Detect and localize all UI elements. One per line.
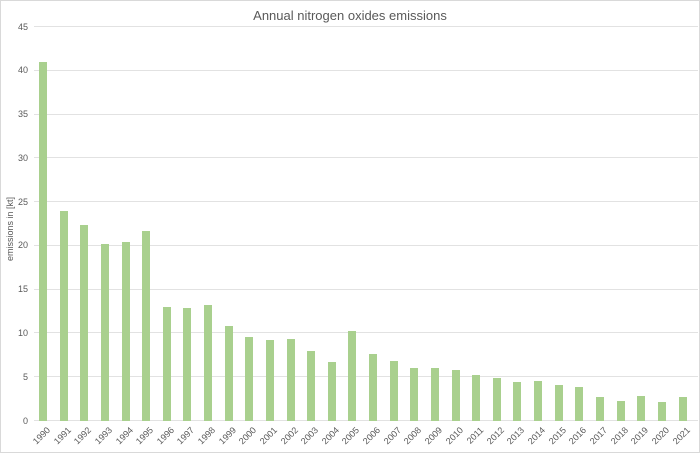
y-tick-label: 40 [17, 65, 28, 76]
x-tick-label: 1996 [154, 425, 176, 447]
x-tick-label: 2019 [629, 425, 651, 447]
bar-1991 [59, 210, 68, 421]
bar-1996 [162, 307, 171, 421]
bar-2000 [245, 336, 254, 421]
bar-2018 [616, 400, 625, 421]
gridline [34, 332, 698, 334]
bar-2007 [389, 361, 398, 421]
bar-2010 [451, 370, 460, 421]
bar-1994 [121, 242, 130, 421]
x-tick-label: 2005 [340, 425, 362, 447]
x-tick-label: 1994 [113, 425, 135, 447]
bar-2009 [430, 368, 439, 421]
y-tick-label: 25 [17, 196, 28, 207]
x-tick-label: 2020 [649, 425, 671, 447]
bar-2021 [678, 397, 687, 421]
gridline [34, 113, 698, 115]
x-tick-label: 2021 [670, 425, 692, 447]
bar-2004 [327, 362, 336, 421]
bar-1997 [183, 308, 192, 421]
gridline [34, 244, 698, 246]
y-tick-label: 35 [17, 109, 28, 120]
bar-2014 [534, 380, 543, 421]
chart-title: Annual nitrogen oxides emissions [253, 8, 447, 23]
bar-2001 [265, 340, 274, 421]
bar-2011 [472, 374, 481, 421]
y-tick-label: 20 [17, 240, 28, 251]
x-tick-label: 2006 [360, 425, 383, 447]
x-tick-label: 1991 [51, 425, 73, 447]
bar-2005 [348, 330, 357, 421]
bar-1995 [142, 231, 151, 421]
gridline [34, 157, 698, 159]
x-tick-label: 2002 [278, 425, 300, 447]
x-tick-label: 2004 [319, 425, 341, 447]
y-tick-label: 10 [17, 327, 28, 338]
bar-2020 [657, 401, 666, 421]
x-tick-label: 1998 [195, 425, 218, 447]
x-tick-label: 1999 [216, 425, 238, 447]
bar-2012 [492, 378, 501, 421]
x-tick-label: 2010 [443, 425, 465, 447]
bar-2003 [307, 350, 316, 421]
bar-2008 [410, 367, 419, 421]
y-tick-label: 15 [17, 284, 28, 295]
x-tick-label: 2014 [525, 425, 548, 447]
bar-2016 [575, 386, 584, 421]
bar-2013 [513, 381, 522, 421]
gridline [34, 69, 698, 71]
x-tick-label: 1995 [133, 425, 156, 447]
bar-2019 [637, 395, 646, 421]
bar-1999 [224, 325, 233, 421]
x-tick-label: 1992 [72, 425, 94, 447]
bar-1993 [100, 244, 109, 421]
bar-2006 [369, 353, 378, 421]
bar-2017 [596, 396, 604, 421]
plot-area [34, 26, 698, 421]
bar-1992 [80, 224, 89, 421]
x-tick-label: 2008 [402, 425, 424, 447]
x-tick-label: 2003 [299, 425, 321, 447]
x-tick-label: 2018 [608, 425, 630, 447]
x-tick-label: 2013 [505, 425, 527, 447]
x-tick-label: 2016 [567, 425, 589, 447]
gridline [34, 376, 698, 378]
x-tick-label: 2009 [422, 425, 445, 447]
y-tick-label: 30 [17, 152, 28, 163]
y-tick-label: 5 [22, 371, 28, 382]
gridline [34, 288, 698, 290]
x-tick-label: 2017 [587, 425, 610, 447]
x-tick-label: 2000 [237, 425, 259, 447]
y-tick-label: 0 [22, 415, 28, 426]
x-tick-label: 1993 [92, 425, 114, 447]
gridline [34, 26, 698, 27]
x-tick-label: 2011 [464, 425, 486, 446]
x-tick-label: 2015 [546, 425, 568, 447]
bar-2002 [286, 338, 295, 421]
bar-2015 [554, 385, 563, 421]
x-tick-label: 2001 [257, 425, 280, 447]
bar-1990 [39, 62, 47, 421]
gridline [34, 420, 698, 421]
x-tick-label: 2007 [381, 425, 403, 447]
x-tick-label: 1990 [30, 425, 53, 447]
x-tick-label: 2012 [484, 425, 506, 447]
bar-1998 [204, 304, 213, 421]
gridline [34, 201, 698, 203]
x-tick-label: 1997 [175, 425, 197, 447]
y-tick-label: 45 [17, 21, 28, 32]
